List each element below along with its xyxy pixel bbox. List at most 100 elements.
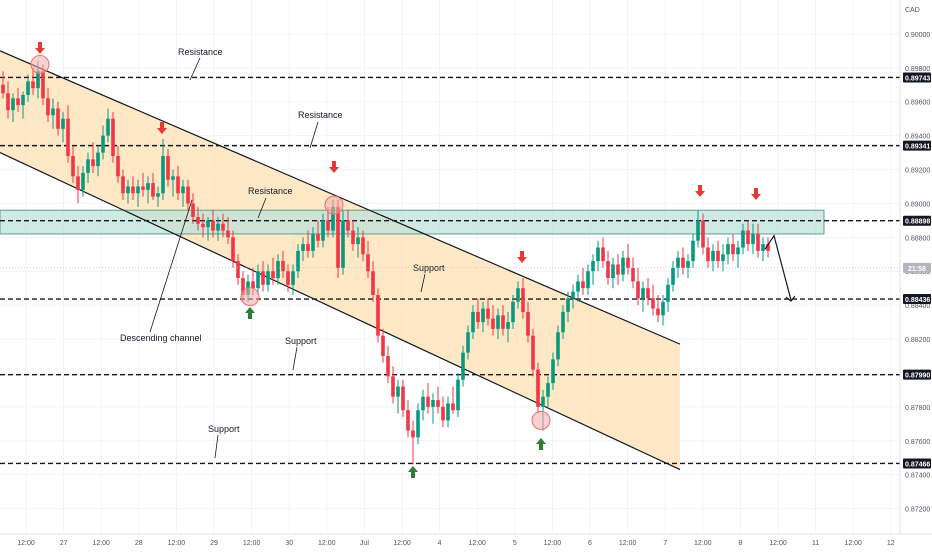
candle-body <box>336 206 340 268</box>
level-price-badge <box>903 458 931 469</box>
candle-body <box>261 271 265 285</box>
time-tick-label: 12:00 <box>619 540 637 547</box>
candle-body <box>586 271 590 289</box>
pivot-circle <box>324 195 344 215</box>
candle-body <box>196 216 200 224</box>
candle-body <box>316 233 320 241</box>
candle-body <box>716 250 720 262</box>
level-price-text: 0.87466 <box>905 461 930 468</box>
candle-body <box>361 237 365 255</box>
candle-body <box>641 288 645 299</box>
level-price-text: 0.89341 <box>905 144 930 151</box>
candle-body <box>636 281 640 299</box>
projection-path <box>764 234 792 301</box>
candle-body <box>381 335 385 356</box>
candle-body <box>461 352 465 380</box>
candle-body <box>446 403 450 421</box>
candle-body <box>691 240 695 262</box>
price-tick-label: 0.88400 <box>905 303 930 310</box>
candle-body <box>436 400 440 407</box>
support-label-2: Support <box>285 336 317 346</box>
annotation-pointer <box>189 57 201 81</box>
candle-body <box>631 267 635 282</box>
price-tick-label: 0.88200 <box>905 337 930 344</box>
candle-body <box>606 261 610 279</box>
candle-body <box>496 315 500 329</box>
candle-body <box>621 257 625 275</box>
up-arrow <box>245 307 255 319</box>
candle-body <box>76 176 80 190</box>
time-tick-label: 5 <box>513 540 517 547</box>
time-tick-label: 12:00 <box>168 540 186 547</box>
candle-body <box>401 386 405 411</box>
candle-body <box>306 244 310 251</box>
candle-body <box>581 281 585 289</box>
candle-body <box>556 332 560 360</box>
candle-body <box>501 315 505 329</box>
candle-body <box>406 410 410 431</box>
candle-body <box>656 308 660 316</box>
annotation-pointer <box>309 121 319 149</box>
candle-body <box>516 288 520 302</box>
candle-body <box>681 257 685 268</box>
pivot-circle <box>531 410 551 430</box>
candle-body <box>756 233 760 251</box>
candle-body <box>11 98 15 111</box>
candle-body <box>711 250 715 262</box>
candle-body <box>701 220 705 248</box>
price-tick-label: 0.87200 <box>905 507 930 514</box>
candle-body <box>31 81 35 89</box>
candle-body <box>56 108 60 129</box>
candle-body <box>351 230 355 245</box>
resistance-label-1: Resistance <box>178 47 223 57</box>
resistance-zone <box>0 209 825 235</box>
candle-body <box>36 71 40 89</box>
candle-body <box>486 308 490 319</box>
candle-body <box>116 155 120 177</box>
candle-body <box>536 369 540 407</box>
candle-body <box>126 186 130 194</box>
candle-body <box>416 410 420 438</box>
candle-body <box>551 359 555 384</box>
candle-body <box>171 176 175 180</box>
candle-body <box>676 257 680 268</box>
candle-body <box>376 294 380 336</box>
candle-body <box>421 396 425 411</box>
candle-body <box>721 254 725 262</box>
candle-body <box>211 220 215 231</box>
candle-body <box>761 244 765 251</box>
candle-body <box>491 318 495 329</box>
candle-body <box>156 193 160 197</box>
candle-body <box>661 301 665 316</box>
candle-body <box>71 155 75 177</box>
candle-body <box>96 152 100 167</box>
down-arrow <box>35 42 45 54</box>
annotation-pointer <box>214 434 219 459</box>
level-price-text: 0.88436 <box>905 297 930 304</box>
candle-body <box>481 308 485 323</box>
price-tick-label: 0.88800 <box>905 235 930 242</box>
candle-body <box>521 288 525 312</box>
candle-body <box>146 183 150 190</box>
level-price-badge <box>903 294 931 305</box>
candle-body <box>16 98 20 106</box>
price-tick-label: 0.87400 <box>905 473 930 480</box>
candle-body <box>666 284 670 302</box>
current-price-text: 21:58 <box>908 266 926 273</box>
candle-body <box>1 84 5 94</box>
price-tick-label: 0.89400 <box>905 134 930 141</box>
current-price-badge <box>903 262 931 273</box>
candle-body <box>451 403 455 411</box>
time-tick-label: 12:00 <box>17 540 35 547</box>
time-tick-label: 30 <box>285 540 293 547</box>
candle-body <box>341 220 345 268</box>
candle-body <box>301 244 305 251</box>
candle-body <box>121 176 125 194</box>
candle-body <box>611 264 615 279</box>
candle-body <box>601 247 605 262</box>
candle-body <box>696 220 700 241</box>
candle-body <box>326 220 330 231</box>
candle-body <box>256 271 260 289</box>
time-tick-label: 28 <box>135 540 143 547</box>
